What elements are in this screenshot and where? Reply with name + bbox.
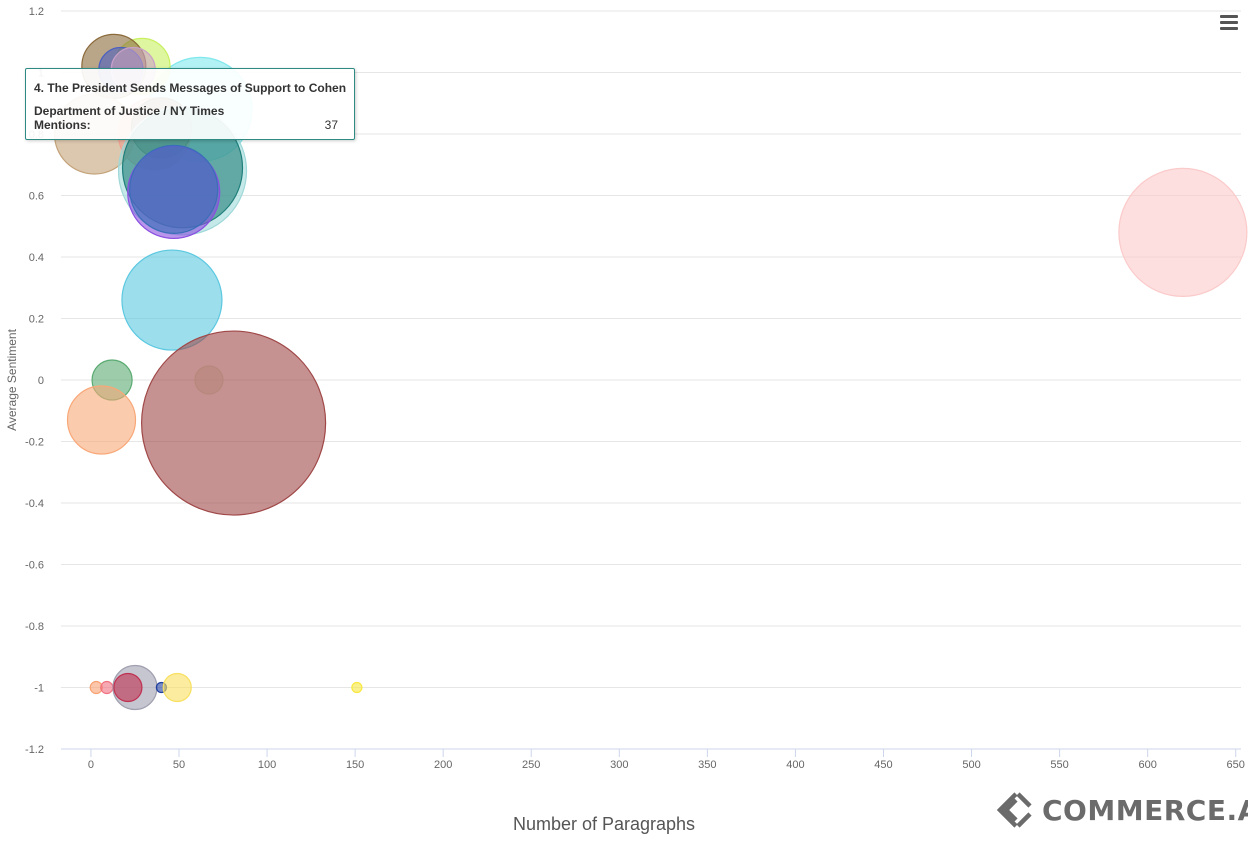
- x-tick-label: 350: [698, 759, 716, 771]
- tooltip-source: Department of Justice / NY Times: [34, 104, 225, 118]
- tooltip-title: 4. The President Sends Messages of Suppo…: [34, 81, 347, 95]
- x-tick-label: 600: [1138, 759, 1156, 771]
- x-tick-label: 150: [346, 759, 364, 771]
- bubble[interactable]: [129, 144, 219, 234]
- commerce-ai-logo: COMMERCE.AI: [992, 788, 1248, 832]
- bubble[interactable]: [121, 249, 223, 351]
- bubble[interactable]: [66, 385, 137, 455]
- hamburger-menu-icon-bar: [1220, 21, 1238, 24]
- x-axis: 0 50 100 150 200 250 300 350 400 450 500 550 600 650: [61, 748, 1245, 771]
- x-tick-label: 250: [522, 759, 540, 771]
- y-tick-label: 0.4: [29, 252, 44, 264]
- logo-text: COMMERCE.AI: [1042, 793, 1248, 827]
- x-tick-label: 0: [88, 759, 94, 771]
- hamburger-menu-icon-bar: [1220, 27, 1238, 30]
- x-tick-label: 300: [610, 759, 628, 771]
- bubble[interactable]: [351, 681, 363, 694]
- chart-menu-button[interactable]: [1216, 12, 1242, 34]
- y-axis-title: Average Sentiment: [5, 328, 19, 431]
- tooltip-mentions-label: Mentions:: [34, 118, 91, 132]
- y-tick-label: -0.8: [25, 621, 44, 633]
- commerce-ai-logo-icon: [996, 792, 1032, 828]
- bubble[interactable]: [113, 672, 143, 703]
- bubble[interactable]: [100, 680, 114, 695]
- x-axis-title: Number of Paragraphs: [513, 814, 695, 834]
- x-tick-label: 100: [258, 759, 276, 771]
- y-tick-label: 0: [38, 375, 44, 387]
- x-tick-label: 450: [874, 759, 892, 771]
- bubble-tooltip: 4. The President Sends Messages of Suppo…: [25, 68, 355, 140]
- x-tick-label: 550: [1050, 759, 1068, 771]
- y-tick-label: -0.6: [25, 560, 44, 572]
- x-tick-label: 200: [434, 759, 452, 771]
- x-tick-label: 500: [962, 759, 980, 771]
- x-tick-label: 50: [173, 759, 185, 771]
- y-tick-label: -0.2: [25, 437, 44, 449]
- x-tick-label: 650: [1227, 759, 1245, 771]
- bubble[interactable]: [162, 672, 192, 703]
- y-tick-label: -0.4: [25, 498, 44, 510]
- bubble[interactable]: [140, 330, 327, 516]
- y-tick-label: -1: [34, 683, 44, 695]
- y-tick-label: -1.2: [25, 744, 44, 756]
- tooltip-mentions-value: 37: [324, 118, 338, 132]
- bubble[interactable]: [1118, 167, 1248, 297]
- hamburger-menu-icon: [1220, 15, 1238, 18]
- y-axis-ticks: 1.210.80.60.40.20-0.2-0.4-0.6-0.8-1-1.2: [25, 6, 44, 756]
- y-tick-label: 0.2: [29, 314, 44, 326]
- x-tick-label: 400: [786, 759, 804, 771]
- y-tick-label: 1.2: [29, 6, 44, 18]
- y-tick-label: 0.6: [29, 191, 44, 203]
